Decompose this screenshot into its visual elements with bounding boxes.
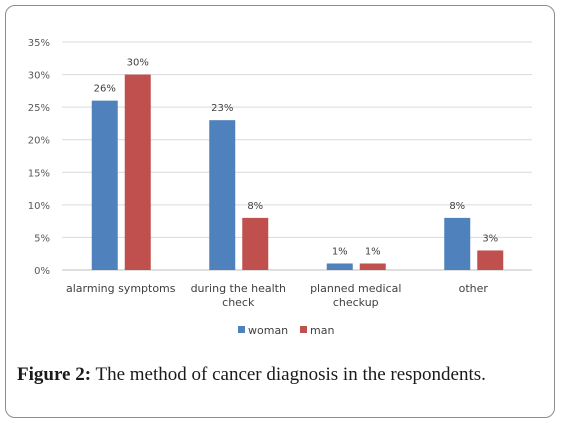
legend-label-man: man: [310, 324, 334, 337]
bar-woman: [326, 263, 353, 270]
data-label: 30%: [127, 58, 149, 69]
caption-text: The method of cancer diagnosis in the re…: [91, 364, 486, 385]
x-category-label: during the health: [191, 282, 286, 295]
y-tick-label: 35%: [28, 38, 50, 49]
x-category-label: planned medical: [310, 282, 401, 295]
data-label: 1%: [365, 246, 381, 257]
x-category-label: checkup: [333, 296, 379, 309]
x-category-label: alarming symptoms: [66, 282, 176, 295]
bar-man: [477, 250, 504, 270]
bar-man: [359, 263, 386, 270]
x-category-label: check: [222, 296, 255, 309]
data-label: 23%: [211, 103, 233, 114]
bar-man: [124, 74, 151, 270]
legend-swatch-man: [300, 326, 307, 333]
figure-caption: Figure 2: The method of cancer diagnosis…: [17, 364, 547, 386]
x-category-label: other: [459, 282, 489, 295]
data-label: 26%: [94, 84, 116, 95]
y-tick-label: 0%: [34, 266, 50, 277]
legend: woman man: [238, 324, 334, 337]
data-label: 8%: [247, 201, 263, 212]
y-tick-label: 15%: [28, 168, 50, 179]
y-tick-label: 20%: [28, 136, 50, 147]
bar-woman: [91, 100, 118, 270]
data-labels: 26% 30% 23% 8% 1% 1% 8% 3%: [94, 58, 499, 258]
y-axis-ticks: 0% 5% 10% 15% 20% 25% 30% 35%: [28, 38, 50, 277]
data-label: 8%: [449, 201, 465, 212]
bar-woman: [444, 217, 471, 270]
data-label: 1%: [332, 246, 348, 257]
y-tick-label: 25%: [28, 103, 50, 114]
bar-woman: [209, 120, 236, 271]
y-tick-label: 5%: [34, 233, 50, 244]
legend-swatch-woman: [238, 326, 245, 333]
bar-man: [242, 217, 269, 270]
caption-label: Figure 2:: [17, 364, 92, 385]
bar-chart: 0% 5% 10% 15% 20% 25% 30% 35% 26% 30% 23% 8% 1% 1% 8%…: [28, 38, 532, 337]
bars: [91, 74, 504, 271]
legend-label-woman: woman: [248, 324, 288, 337]
y-tick-label: 30%: [28, 71, 50, 82]
y-tick-label: 10%: [28, 201, 50, 212]
data-label: 3%: [482, 233, 498, 244]
